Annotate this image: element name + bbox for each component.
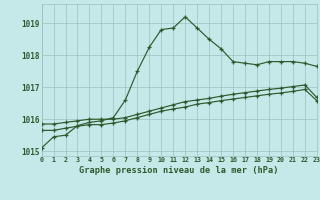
X-axis label: Graphe pression niveau de la mer (hPa): Graphe pression niveau de la mer (hPa) — [79, 166, 279, 175]
